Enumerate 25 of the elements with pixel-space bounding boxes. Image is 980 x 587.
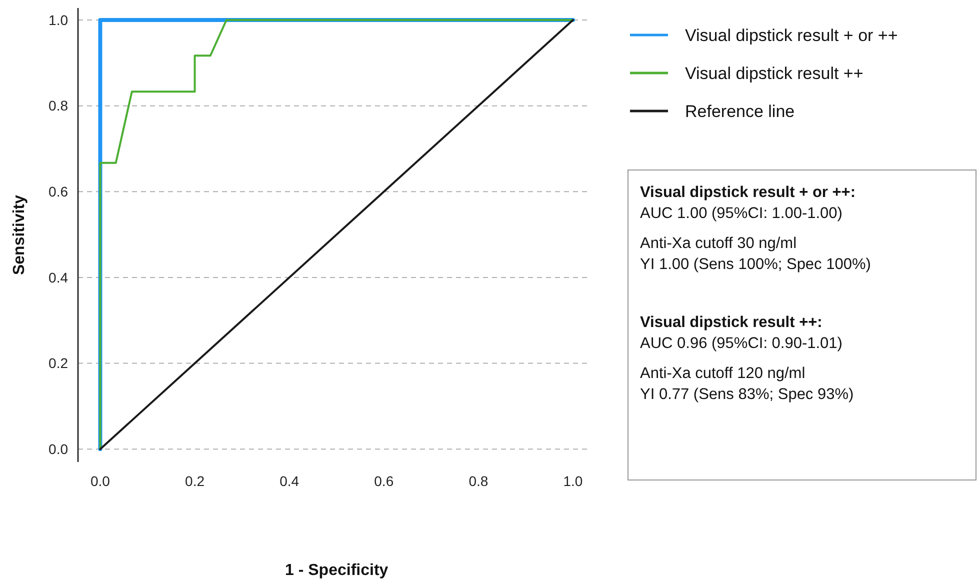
x-tick-label: 0.4 (280, 473, 300, 489)
text: YI 0.77 (Sens 83%; Spec 93%) (640, 386, 854, 403)
text: YI 1.00 (Sens 100%; Spec 100%) (640, 256, 871, 273)
y-tick-label: 1.0 (48, 12, 68, 28)
x-tick-label: 0.0 (90, 473, 110, 489)
y-tick-label: 0.4 (48, 269, 68, 286)
y-tick-label: 0.6 (48, 184, 68, 200)
y-tick-label: 0.8 (48, 98, 68, 114)
text: Visual dipstick result ++: (640, 314, 822, 331)
text: Anti-Xa cutoff 30 ng/ml (640, 235, 797, 252)
x-tick-label: 0.6 (374, 473, 394, 489)
text: AUC 1.00 (95%CI: 1.00-1.00) (640, 205, 842, 222)
x-tick-label: 0.8 (468, 473, 488, 489)
x-tick-label: 1.0 (563, 473, 583, 489)
y-tick-label: 0.2 (48, 355, 68, 372)
x-axis-title: 1 - Specificity (285, 562, 388, 579)
text: Visual dipstick result + or ++: (640, 184, 856, 201)
legend-label: Visual dipstick result + or ++ (685, 26, 898, 45)
y-axis-title: Sensitivity (11, 194, 28, 276)
text: AUC 0.96 (95%CI: 0.90-1.01) (640, 335, 842, 352)
legend-label: Reference line (685, 102, 795, 121)
text: Anti-Xa cutoff 120 ng/ml (640, 365, 806, 382)
legend-label: Visual dipstick result ++ (685, 64, 864, 83)
x-tick-label: 0.2 (185, 473, 205, 489)
y-tick-label: 0.0 (48, 441, 68, 458)
